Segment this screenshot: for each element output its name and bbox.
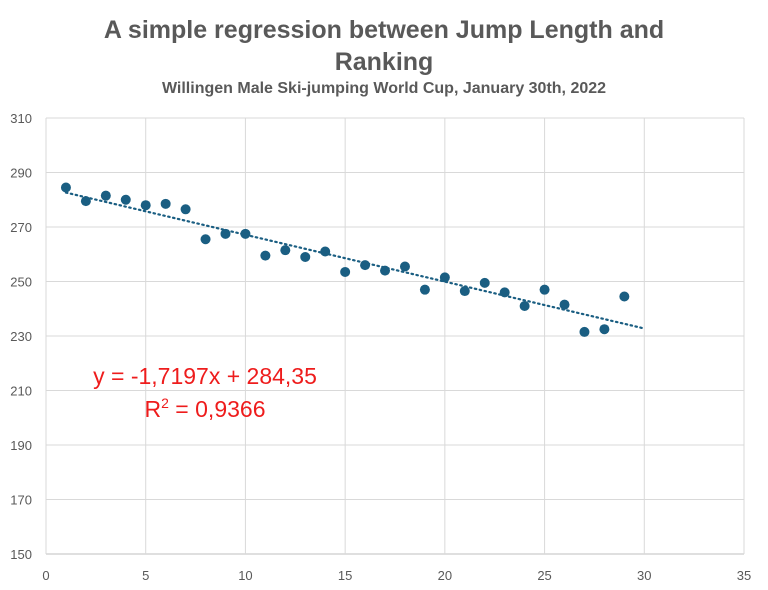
data-point bbox=[439, 272, 450, 283]
y-tick-label: 310 bbox=[10, 111, 32, 126]
data-point bbox=[459, 286, 470, 297]
data-point bbox=[360, 260, 371, 271]
data-point bbox=[120, 194, 131, 205]
x-tick-label: 35 bbox=[737, 568, 751, 583]
data-point bbox=[539, 284, 550, 295]
data-point bbox=[320, 246, 331, 257]
y-tick-label: 170 bbox=[10, 493, 32, 508]
x-tick-label: 30 bbox=[637, 568, 651, 583]
data-point bbox=[380, 265, 391, 276]
data-point bbox=[180, 204, 191, 215]
data-point bbox=[499, 287, 510, 298]
data-point bbox=[419, 284, 430, 295]
data-point bbox=[220, 228, 231, 239]
data-point bbox=[200, 234, 211, 245]
x-tick-label: 15 bbox=[338, 568, 352, 583]
trendline bbox=[64, 191, 646, 330]
y-tick-label: 270 bbox=[10, 220, 32, 235]
y-tick-label: 150 bbox=[10, 547, 32, 562]
data-point bbox=[100, 190, 111, 201]
data-point bbox=[519, 301, 530, 312]
data-point bbox=[140, 200, 151, 211]
x-tick-label: 0 bbox=[42, 568, 49, 583]
trendline-group bbox=[64, 191, 646, 330]
data-points bbox=[60, 182, 630, 337]
x-tick-label: 5 bbox=[142, 568, 149, 583]
chart-title-line-1: A simple regression between Jump Length … bbox=[103, 16, 665, 44]
data-point bbox=[479, 277, 490, 288]
data-point bbox=[160, 198, 171, 209]
r-squared-superscript: 2 bbox=[161, 395, 169, 411]
y-tick-label: 190 bbox=[10, 438, 32, 453]
chart-subtitle: Willingen Male Ski-jumping World Cup, Ja… bbox=[161, 80, 607, 97]
data-point bbox=[399, 261, 410, 272]
x-tick-label: 20 bbox=[438, 568, 452, 583]
y-tick-label: 290 bbox=[10, 166, 32, 181]
gridlines bbox=[45, 117, 745, 555]
data-point bbox=[260, 250, 271, 261]
x-tick-label: 10 bbox=[238, 568, 252, 583]
x-axis-ticks: 0 5 10 15 20 25 30 35 bbox=[42, 568, 751, 583]
data-point bbox=[619, 291, 630, 302]
data-point bbox=[60, 182, 71, 193]
r-squared-label: R2 = 0,9366 bbox=[145, 395, 266, 422]
y-tick-label: 210 bbox=[10, 384, 32, 399]
chart-title-line-2: Ranking bbox=[334, 48, 434, 76]
data-point bbox=[599, 324, 610, 335]
y-tick-label: 250 bbox=[10, 275, 32, 290]
data-point bbox=[80, 196, 91, 207]
data-point bbox=[579, 326, 590, 337]
y-axis-ticks: 150 170 190 210 230 250 270 290 310 bbox=[10, 111, 32, 562]
y-tick-label: 230 bbox=[10, 329, 32, 344]
regression-equation: y = -1,7197x + 284,35 bbox=[93, 363, 317, 389]
data-point bbox=[240, 228, 251, 239]
r-squared-r: R bbox=[145, 396, 162, 422]
x-tick-label: 25 bbox=[537, 568, 551, 583]
data-point bbox=[340, 266, 351, 277]
data-point bbox=[559, 299, 570, 310]
data-point bbox=[300, 251, 311, 262]
data-point bbox=[280, 245, 291, 256]
r-squared-value: = 0,9366 bbox=[169, 396, 266, 422]
